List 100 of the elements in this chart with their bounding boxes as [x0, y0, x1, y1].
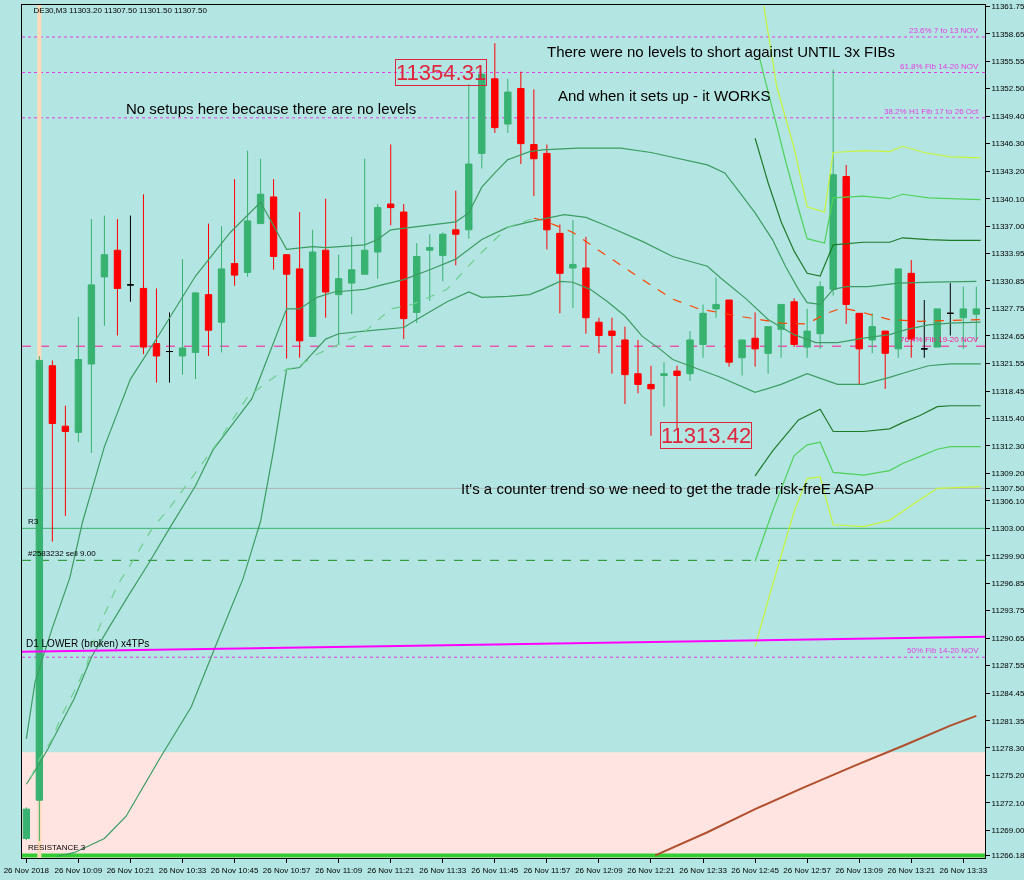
x-tick-label: 26 Nov 13:21: [887, 865, 936, 875]
x-tick-label: 26 Nov 12:57: [783, 865, 832, 875]
x-tick-label: 26 Nov 12:45: [731, 865, 780, 875]
y-tick-label: 11337.00: [991, 222, 1024, 232]
candlestick: [204, 223, 213, 357]
candlestick: [439, 231, 447, 282]
candlestick: [22, 806, 31, 841]
y-tick-label: 11278.30: [991, 743, 1024, 753]
candlestick: [321, 198, 330, 319]
y-tick-label: 11290.65: [991, 633, 1024, 643]
candlestick: [295, 211, 304, 359]
y-tick-label: 11272.10: [991, 798, 1024, 808]
ref-line-label: 23.6% 7 to 13 NOV: [909, 26, 979, 35]
y-tick-label: 11321.55: [991, 359, 1024, 369]
y-tick-label: 11352.50: [991, 84, 1024, 94]
y-tick-label: 11312.30: [991, 441, 1024, 451]
candlestick: [191, 291, 200, 380]
candlestick: [777, 303, 785, 359]
line-series: [25, 147, 977, 740]
candlestick: [465, 83, 473, 240]
y-tick-label: 11315.40: [991, 413, 1024, 423]
candlestick: [48, 359, 57, 543]
y-tick-label: 11307.50: [991, 484, 1024, 494]
x-tick-label: 26 Nov 11:33: [419, 865, 467, 875]
candlestick: [660, 361, 668, 408]
candlestick: [595, 317, 603, 354]
candlestick: [387, 144, 395, 226]
series-label: D1 LOWER (broken) x4TPs: [26, 638, 150, 649]
annotation: 11313.42: [661, 423, 752, 448]
x-tick-label: 26 Nov 10:21: [106, 865, 155, 875]
x-tick-label: 26 Nov 12:09: [575, 865, 624, 875]
candlestick: [113, 218, 122, 337]
annotation: And when it sets up - it WORKS: [558, 87, 771, 104]
candlestick: [217, 225, 226, 353]
candlestick: [452, 190, 460, 266]
ref-line-label: RESISTANCE 3: [28, 843, 86, 852]
y-tick-label: 11293.75: [991, 606, 1024, 616]
y-tick-label: 11318.45: [991, 386, 1024, 396]
y-tick-label: 11284.45: [991, 688, 1024, 698]
candlestick: [751, 311, 759, 368]
y-tick-label: 11299.90: [991, 551, 1024, 561]
candlestick: [803, 308, 811, 359]
annotation: There were no levels to short against UNTIL 3x FIBs: [547, 43, 895, 60]
y-tick-label: 11346.30: [991, 139, 1024, 149]
candlestick: [790, 297, 798, 348]
y-tick-label: 11349.40: [991, 111, 1024, 121]
candlestick: [374, 203, 382, 280]
x-tick-label: 26 Nov 11:57: [523, 865, 571, 875]
candlestick: [530, 88, 538, 197]
y-tick-label: 11327.75: [991, 304, 1024, 314]
candlestick: [608, 317, 616, 375]
y-tick-label: 11287.55: [991, 661, 1024, 671]
y-tick-label: 11330.85: [991, 276, 1024, 286]
ref-line-label: R3: [28, 517, 39, 526]
candlestick: [400, 203, 408, 340]
candlestick: [621, 326, 629, 405]
candlestick: [165, 311, 174, 384]
candlestick: [673, 365, 681, 430]
x-tick-label: 26 Nov 10:57: [262, 865, 311, 875]
candlestick: [842, 164, 850, 325]
candlestick: [491, 42, 499, 134]
candlestick: [152, 287, 161, 384]
candlestick: [282, 254, 291, 360]
candlestick: [712, 277, 720, 319]
candlestick: [725, 299, 733, 368]
candlestick: [139, 193, 148, 355]
candlestick: [269, 178, 278, 271]
x-tick-label: 26 Nov 13:33: [939, 865, 988, 875]
candlestick: [74, 316, 83, 443]
candlestick: [230, 178, 239, 287]
y-tick-label: 11340.10: [991, 194, 1024, 204]
candlestick: [178, 258, 187, 376]
annotation: It's a counter trend so we need to get the trade risk-freE ASAP: [461, 480, 875, 497]
candlestick: [738, 339, 746, 377]
candlestick: [243, 150, 252, 278]
candlestick: [426, 233, 434, 302]
candlestick: [256, 158, 265, 225]
candlestick: [504, 78, 512, 134]
y-tick-label: 11275.20: [991, 771, 1024, 781]
x-tick-label: 26 Nov 11:21: [367, 865, 415, 875]
candlestick: [699, 303, 707, 359]
candlestick: [881, 330, 889, 390]
candlestick: [855, 312, 863, 385]
y-tick-label: 11296.85: [991, 578, 1024, 588]
y-tick-label: 11324.65: [991, 331, 1024, 341]
candlestick: [308, 229, 317, 337]
annotation: No setups here because there are no levels: [126, 100, 417, 117]
ref-line-label: 61.8% Fib 14-20 NOV: [900, 62, 979, 71]
y-tick-label: 11269.00: [991, 826, 1024, 836]
y-tick-label: 11303.00: [991, 524, 1024, 534]
ref-line-label: 38.2% H1 Fib 17 to 26 Oct: [884, 107, 980, 116]
x-tick-label: 26 Nov 12:33: [679, 865, 728, 875]
candlestick: [894, 268, 902, 359]
y-tick-label: 11266.18: [991, 851, 1024, 861]
candlestick: [413, 242, 421, 324]
ref-line-label: #2583232 sell 9.00: [28, 549, 97, 558]
y-tick-label: 11333.95: [991, 249, 1024, 259]
ref-line-label: 50% Fib 14-20 NOV: [907, 646, 980, 655]
candlestick: [334, 254, 343, 345]
candlestick: [517, 71, 525, 165]
